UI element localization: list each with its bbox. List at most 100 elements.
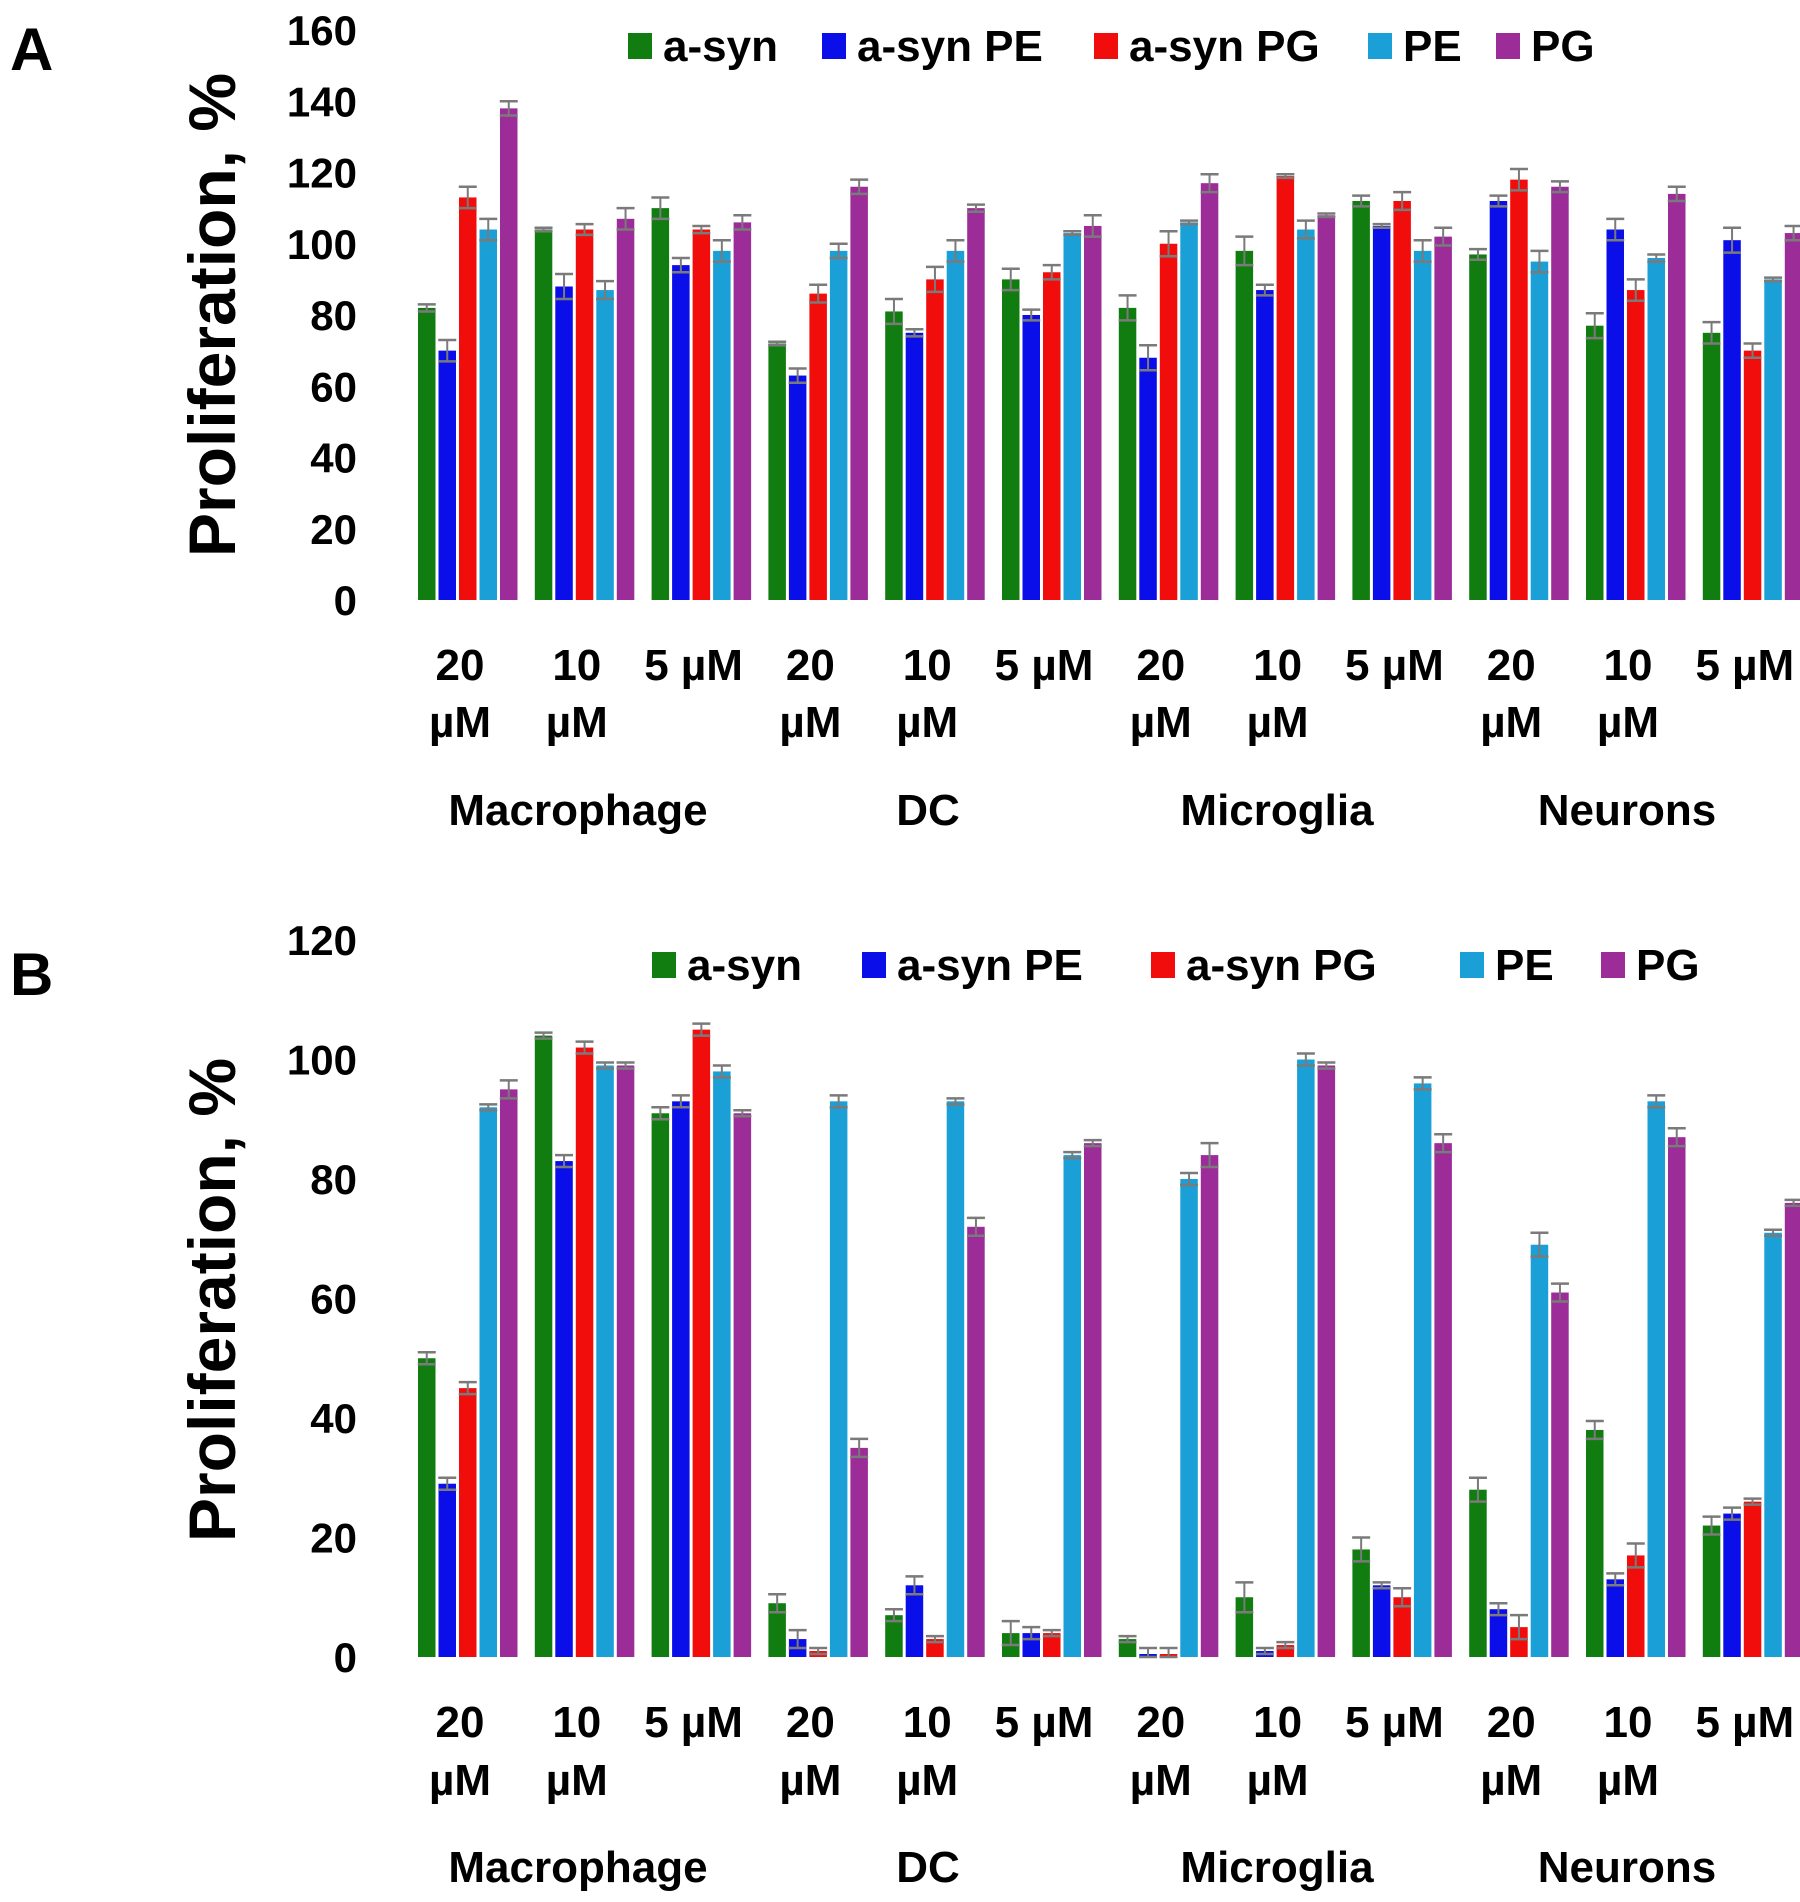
bar (1702, 1525, 1721, 1657)
legend-swatch (1368, 33, 1392, 59)
y-tick-label: 0 (334, 577, 357, 624)
x-tick-label: 10 (903, 1698, 952, 1747)
bar (1784, 1202, 1800, 1657)
legend-entry: PG (1636, 941, 1700, 990)
bar (850, 1447, 868, 1657)
bar (1764, 279, 1782, 600)
legend-entry: a-syn PG (1129, 22, 1320, 71)
legend-swatch (862, 952, 886, 978)
y-tick-label: 80 (310, 292, 357, 339)
bar (733, 1113, 752, 1657)
bar (905, 332, 924, 600)
bar (829, 1101, 848, 1657)
x-tick-label: 5 µM (995, 641, 1094, 690)
bar (1276, 1645, 1295, 1657)
x-group-label: Neurons (1538, 786, 1716, 835)
y-tick-label: 120 (287, 917, 357, 964)
bar (1200, 183, 1219, 600)
legend-entry: a-syn PE (897, 941, 1083, 990)
x-tick-label: 20 (1136, 641, 1185, 690)
x-group-label: DC (896, 786, 960, 835)
legend-swatch (1496, 33, 1520, 59)
y-tick-label: 80 (310, 1156, 357, 1203)
bar (616, 218, 635, 600)
x-tick-label: µM (1597, 698, 1659, 747)
bar (1393, 1597, 1411, 1657)
legend-entry: PE (1495, 941, 1554, 990)
bar (788, 375, 807, 600)
legend-swatch (1460, 952, 1484, 978)
bar (1235, 250, 1254, 600)
bar (459, 197, 477, 600)
x-tick-label: 5 µM (1345, 641, 1444, 690)
bar (1606, 1579, 1624, 1657)
bar (438, 1483, 456, 1657)
legend-swatch (628, 33, 652, 59)
bar (1159, 243, 1178, 600)
bar (1489, 201, 1508, 600)
y-tick-label: 20 (310, 506, 357, 553)
bar (1606, 229, 1624, 600)
bar (1118, 1639, 1137, 1657)
x-tick-label: µM (896, 1756, 958, 1805)
bar (1668, 1137, 1686, 1657)
bar (733, 222, 752, 600)
bar (1276, 176, 1295, 600)
y-tick-label: 100 (287, 221, 357, 268)
x-tick-label: 10 (552, 1698, 601, 1747)
bar (651, 208, 670, 600)
bar (885, 1615, 903, 1657)
bar (651, 1113, 670, 1657)
bar (1413, 250, 1432, 600)
x-tick-label: µM (429, 698, 491, 747)
bar (1743, 350, 1762, 600)
x-tick-label: 5 µM (1695, 641, 1794, 690)
bar (1627, 290, 1645, 600)
legend-swatch (1151, 952, 1175, 978)
bar (1139, 357, 1157, 600)
bar (967, 208, 985, 600)
x-tick-label: µM (1130, 698, 1192, 747)
y-axis-title: Proliferation, % (175, 73, 249, 557)
y-tick-label: 60 (310, 363, 357, 410)
bar (1668, 193, 1686, 600)
bar (1647, 1101, 1665, 1657)
bar (713, 1071, 731, 1657)
bar (850, 186, 868, 600)
bar (1118, 307, 1137, 600)
x-tick-label: µM (779, 698, 841, 747)
y-tick-label: 60 (310, 1276, 357, 1323)
x-group-label: Neurons (1538, 1843, 1716, 1892)
legend-entry: a-syn PG (1186, 941, 1377, 990)
bar (1434, 1143, 1452, 1657)
bar (1743, 1501, 1762, 1657)
bar (946, 250, 965, 600)
bar (1627, 1555, 1645, 1657)
bar (438, 350, 456, 600)
bar (1352, 201, 1370, 600)
bar (596, 1065, 614, 1657)
bar (1784, 233, 1800, 600)
bar (1200, 1155, 1219, 1657)
bar (500, 1089, 518, 1657)
x-group-label: Macrophage (448, 1843, 707, 1892)
bar (1297, 1059, 1315, 1657)
bar (1084, 1143, 1102, 1657)
bar (596, 290, 614, 600)
panel-label: B (10, 941, 53, 1008)
bar (1434, 236, 1452, 600)
bar (1413, 1083, 1432, 1657)
bar (1530, 1244, 1549, 1657)
x-tick-label: 20 (1136, 1698, 1185, 1747)
bar (1586, 1429, 1604, 1657)
bar (1372, 225, 1391, 600)
y-tick-label: 40 (310, 435, 357, 482)
bar (926, 279, 944, 600)
legend-entry: a-syn (687, 941, 802, 990)
bar (534, 1035, 553, 1657)
x-tick-label: 10 (1253, 1698, 1302, 1747)
legend-swatch (1601, 952, 1625, 978)
bar (905, 1585, 924, 1657)
bar (1180, 1179, 1198, 1657)
bar (575, 229, 594, 600)
